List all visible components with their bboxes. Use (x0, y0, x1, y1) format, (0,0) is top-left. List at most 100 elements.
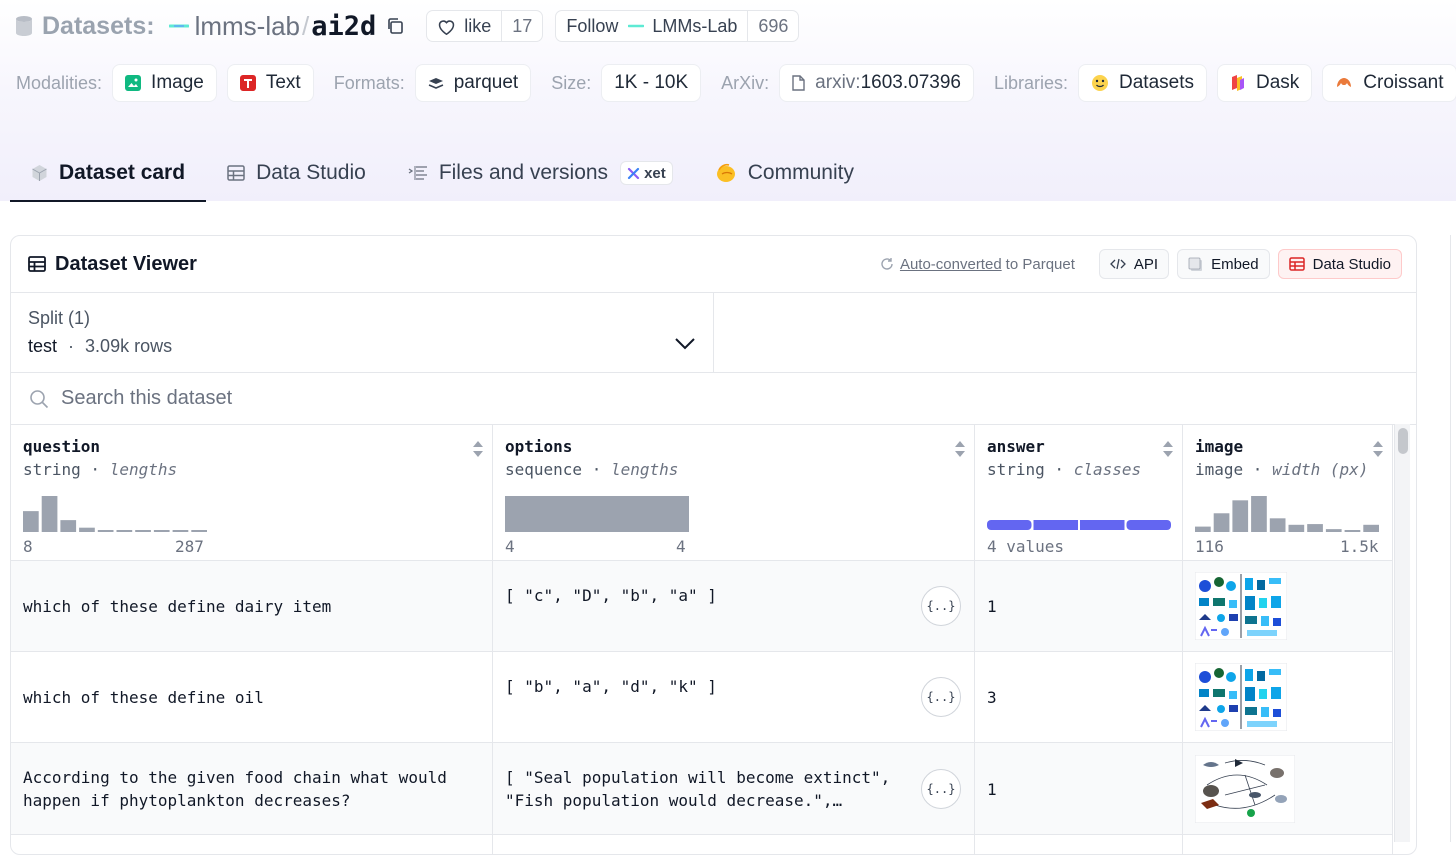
size-chip[interactable]: 1K - 10K (601, 64, 702, 102)
class-segment[interactable] (1126, 520, 1172, 530)
question-cell[interactable]: which of these define oil (11, 652, 493, 742)
stat-text: lengths (109, 460, 178, 479)
chevron-down-icon[interactable] (674, 337, 696, 356)
answer-cell[interactable] (975, 835, 1183, 854)
options-cell[interactable] (493, 835, 975, 854)
owner-link[interactable]: lmms-lab (194, 10, 301, 41)
question-cell[interactable]: According to the given food chain what w… (11, 743, 493, 834)
json-view-button[interactable]: {..} (921, 677, 961, 717)
width-histogram (1195, 496, 1379, 532)
page-edge (1450, 235, 1456, 842)
arxiv-chip[interactable]: arxiv: 1603.07396 (779, 64, 974, 102)
table-row[interactable]: According to the given food chain what w… (11, 743, 1393, 835)
table-row[interactable]: which of these define dairy item [ "c", … (11, 561, 1393, 652)
table-row[interactable] (11, 835, 1393, 854)
histogram-bar[interactable] (1288, 524, 1305, 532)
answer-cell[interactable]: 3 (975, 652, 1183, 742)
image-thumbnail[interactable] (1195, 663, 1287, 731)
section-label: Datasets: (42, 11, 155, 40)
library-label: Datasets (1119, 72, 1194, 93)
modality-text-chip[interactable]: Text (226, 64, 314, 102)
options-cell[interactable]: [ "Seal population will become extinct",… (493, 743, 975, 834)
tab-community[interactable]: Community (694, 146, 875, 202)
table-scrollbar[interactable] (1394, 424, 1410, 842)
histogram-bar[interactable] (23, 511, 39, 532)
image-cell[interactable] (1183, 743, 1393, 834)
split-selector[interactable]: Split (1) test · 3.09k rows (11, 293, 714, 373)
image-thumbnail[interactable] (1195, 572, 1287, 640)
image-cell[interactable] (1183, 652, 1393, 742)
class-segment[interactable] (1033, 520, 1079, 530)
library-dask-chip[interactable]: Dask (1216, 64, 1313, 102)
split-count: Split (1) (28, 308, 91, 328)
options-cell[interactable]: [ "c", "D", "b", "a" ] {..} (493, 561, 975, 651)
question-text: which of these define oil (23, 688, 264, 707)
sort-icon[interactable] (472, 440, 484, 463)
cube-icon (31, 164, 48, 182)
image-cell[interactable] (1183, 561, 1393, 651)
api-button[interactable]: API (1098, 249, 1170, 279)
database-icon (14, 14, 34, 38)
histogram-bar[interactable] (505, 496, 689, 532)
sort-icon[interactable] (1162, 440, 1174, 463)
column-header-question[interactable]: question string · lengths 8 287 (11, 425, 493, 560)
histogram-bar[interactable] (1195, 526, 1211, 532)
tab-label: Files and versions (438, 161, 609, 184)
tab-data-studio[interactable]: Data Studio (206, 146, 387, 202)
embed-button[interactable]: Embed (1177, 249, 1270, 279)
histogram-bar[interactable] (1213, 513, 1230, 532)
column-header-answer[interactable]: answer string · classes 4 values (975, 425, 1183, 560)
answer-cell[interactable]: 1 (975, 561, 1183, 651)
sort-icon[interactable] (954, 440, 966, 463)
histogram-bar[interactable] (1363, 524, 1379, 532)
image-thumbnail[interactable] (1195, 755, 1295, 823)
copy-icon[interactable] (386, 17, 404, 35)
histogram-bar[interactable] (116, 530, 133, 532)
histogram-bar[interactable] (172, 530, 189, 532)
repo-name-link[interactable]: ai2d (311, 10, 377, 42)
json-view-button[interactable]: {..} (921, 586, 961, 626)
class-segment[interactable] (987, 520, 1032, 530)
library-datasets-chip[interactable]: Datasets (1078, 64, 1207, 102)
auto-converted-link[interactable]: Auto-converted (899, 255, 1002, 273)
table-row[interactable]: which of these define oil [ "b", "a", "d… (11, 652, 1393, 743)
tab-files-and-versions[interactable]: Files and versions xet (387, 146, 694, 202)
question-text: which of these define dairy item (23, 597, 332, 616)
image-cell[interactable] (1183, 835, 1393, 854)
histogram-bar[interactable] (153, 530, 170, 532)
modality-image-chip[interactable]: Image (112, 64, 217, 102)
histogram-bar[interactable] (41, 496, 58, 532)
histogram-bar[interactable] (1344, 530, 1361, 532)
class-summary: 4 values (987, 537, 1065, 556)
histogram-bar[interactable] (60, 520, 77, 532)
options-text: [ "b", "a", "d", "k" ] (505, 677, 717, 696)
library-croissant-chip[interactable]: Croissant (1322, 64, 1456, 102)
format-parquet-chip[interactable]: parquet (414, 64, 532, 102)
histogram-bar[interactable] (79, 527, 95, 532)
question-cell[interactable]: which of these define dairy item (11, 561, 493, 651)
histogram-bar[interactable] (1232, 500, 1249, 532)
histogram-bar[interactable] (135, 530, 151, 532)
class-segment[interactable] (1080, 520, 1125, 530)
sort-icon[interactable] (1372, 440, 1384, 463)
scrollbar-thumb[interactable] (1398, 428, 1408, 454)
histogram-bar[interactable] (1251, 496, 1267, 532)
histogram-bar[interactable] (191, 530, 207, 532)
histogram-bar[interactable] (1307, 524, 1323, 532)
histogram-bar[interactable] (97, 530, 114, 532)
search-input[interactable] (61, 387, 661, 410)
follow-button[interactable]: Follow LMMs-Lab 696 (555, 10, 800, 42)
histogram-bar[interactable] (1325, 529, 1342, 532)
column-header-options[interactable]: options sequence · lengths 4 4 (493, 425, 975, 560)
answer-cell[interactable]: 1 (975, 743, 1183, 834)
options-cell[interactable]: [ "b", "a", "d", "k" ] {..} (493, 652, 975, 742)
data-studio-button[interactable]: Data Studio (1277, 249, 1402, 279)
column-header-image[interactable]: image image · width (px) 116 1.5k (1183, 425, 1393, 560)
histogram-bar[interactable] (1269, 518, 1286, 532)
json-view-button[interactable]: {..} (921, 769, 961, 809)
hugging-face-icon (1091, 74, 1109, 92)
split-name: test (28, 336, 58, 356)
like-button[interactable]: like 17 (426, 10, 544, 42)
question-cell[interactable] (11, 835, 493, 854)
tab-dataset-card[interactable]: Dataset card (10, 146, 207, 202)
